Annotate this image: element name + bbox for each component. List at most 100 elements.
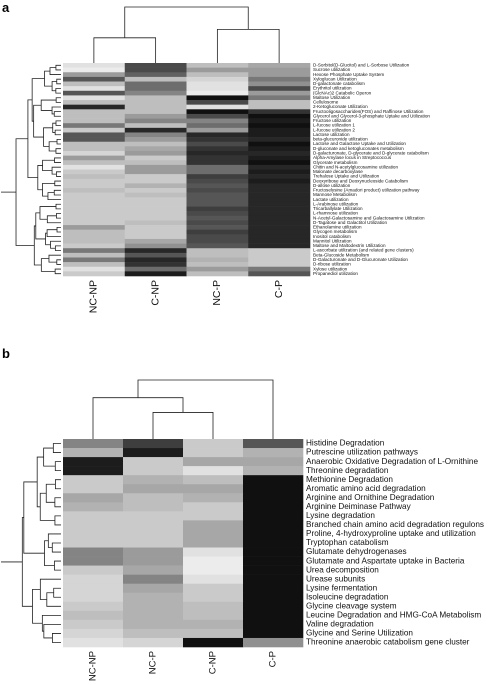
- heat-cell-b-r8-c3: [243, 511, 304, 521]
- heat-cell-a-r26-c0: [63, 183, 126, 189]
- heat-cell-a-r13-c2: [186, 123, 249, 129]
- heat-cell-b-r7-c2: [183, 502, 244, 512]
- heat-cell-a-r11-c1: [124, 113, 187, 119]
- heat-cell-b-r7-c1: [123, 502, 184, 512]
- row-label-a-20: Alpha-Amylase locus in Streptococcus: [313, 155, 392, 160]
- heat-cell-b-r18-c1: [123, 601, 184, 612]
- column-label-a-nc-np: NC-NP: [88, 280, 100, 313]
- row-dendrogram-link-a-13: [56, 139, 61, 145]
- heat-cell-a-r9-c1: [124, 104, 187, 110]
- heat-cell-a-r21-c2: [186, 160, 249, 166]
- heat-cell-a-r15-c2: [186, 132, 249, 138]
- heat-cell-b-r18-c3: [243, 601, 304, 612]
- heat-cell-a-r10-c3: [248, 109, 311, 115]
- row-dendrogram-link-b-8: [36, 456, 44, 508]
- heat-cell-b-r11-c2: [183, 538, 244, 548]
- row-dendrogram-link-b-9: [51, 542, 61, 553]
- column-dendrogram-link-b-2: [137, 379, 274, 439]
- row-label-a-28: Mannose Metabolism: [313, 192, 357, 197]
- heat-cell-b-r8-c2: [183, 511, 244, 521]
- heat-cell-a-r14-c1: [124, 127, 187, 133]
- row-label-b-22: Threonine anaerobic catabolism gene clus…: [306, 638, 470, 647]
- row-dendrogram-link-a-37: [45, 232, 51, 246]
- heat-cell-a-r25-c3: [248, 178, 311, 184]
- row-dendrogram-link-a-17: [33, 104, 44, 138]
- heat-cell-a-r31-c0: [63, 206, 126, 212]
- heat-cell-b-r15-c2: [183, 574, 244, 584]
- row-dendrogram-link-a-28: [27, 99, 38, 179]
- heat-cell-b-r19-c3: [243, 610, 304, 621]
- heat-cell-b-r0-c0: [63, 439, 124, 449]
- heat-cell-a-r13-c1: [124, 123, 187, 129]
- row-dendrogram-b: [1, 443, 61, 643]
- heat-cell-a-r21-c0: [63, 160, 126, 166]
- heat-cell-b-r11-c0: [63, 538, 124, 548]
- heat-cell-b-r13-c0: [63, 556, 124, 566]
- heat-cell-a-r22-c1: [124, 164, 187, 170]
- heat-cell-b-r9-c1: [123, 520, 184, 530]
- heat-cell-b-r3-c0: [63, 466, 124, 476]
- heat-cell-a-r2-c0: [63, 72, 126, 78]
- heat-cell-b-r0-c2: [183, 439, 244, 449]
- heat-cell-a-r8-c3: [248, 100, 311, 105]
- heat-cell-b-r22-c0: [63, 637, 124, 648]
- heat-cell-a-r19-c1: [124, 150, 187, 156]
- row-label-a-6: (GlcNAc)2 Catabolic Operon: [313, 90, 372, 95]
- heat-cell-b-r18-c0: [63, 601, 124, 612]
- heat-cell-a-r7-c1: [124, 95, 187, 101]
- heat-cell-b-r10-c0: [63, 529, 124, 539]
- heat-cell-b-r2-c1: [123, 457, 184, 467]
- heat-cell-a-r36-c0: [63, 229, 126, 235]
- heat-cell-a-r35-c3: [248, 225, 311, 230]
- row-dendrogram-link-b-7: [39, 492, 55, 521]
- heat-cell-a-r33-c2: [186, 215, 249, 221]
- row-dendrogram-link-a-7: [53, 111, 61, 117]
- row-label-a-31: Tricarballylate Utilization: [313, 206, 363, 211]
- heat-cell-b-r10-c3: [243, 529, 304, 539]
- heat-cell-a-r43-c1: [124, 262, 187, 268]
- heat-cell-a-r7-c2: [186, 95, 249, 101]
- heat-cell-a-r17-c1: [124, 141, 187, 147]
- heat-cell-a-r3-c0: [63, 76, 126, 82]
- heat-cell-a-r27-c3: [248, 188, 311, 193]
- heat-cell-a-r0-c1: [124, 63, 187, 68]
- heat-cell-a-r20-c3: [248, 155, 311, 161]
- heat-cell-b-r21-c0: [63, 628, 124, 639]
- heat-cell-b-r22-c1: [123, 637, 184, 648]
- column-dendrogram-a: [93, 6, 280, 63]
- heat-cell-a-r0-c2: [186, 63, 249, 68]
- heat-cell-a-r6-c2: [186, 90, 249, 96]
- row-label-a-9: 2-Ketogluconate Utilization: [313, 104, 368, 109]
- row-label-a-18: D-gluconate and ketogluconates metabolis…: [313, 146, 404, 151]
- row-dendrogram-link-a-0: [55, 64, 61, 71]
- heat-cell-a-r37-c1: [124, 234, 187, 240]
- row-dendrogram-link-b-4: [54, 497, 61, 508]
- row-label-b-0: Histidine Degradation: [306, 439, 385, 448]
- row-dendrogram-link-b-10: [47, 533, 61, 548]
- column-dendrogram-link-a-1: [216, 29, 280, 63]
- heat-cell-a-r35-c1: [124, 225, 187, 230]
- heat-cell-b-r6-c1: [123, 493, 184, 503]
- heat-cell-a-r45-c3: [248, 271, 311, 277]
- heat-cell-a-r36-c2: [186, 229, 249, 235]
- heat-cell-a-r14-c3: [248, 127, 311, 133]
- heat-cell-a-r28-c3: [248, 192, 311, 198]
- row-label-a-32: L-rhamnose utilization: [313, 211, 358, 216]
- heat-cell-a-r16-c3: [248, 137, 311, 143]
- row-dendrogram-link-a-44: [15, 138, 35, 246]
- row-label-a-23: Malonate decarboxylase: [313, 169, 363, 174]
- row-label-a-0: D-Sorbitol(D-Glucitol) and L-Sorbose Uti…: [313, 63, 410, 68]
- column-label-b-nc-p: NC-P: [148, 651, 159, 674]
- heat-cell-b-r14-c1: [123, 565, 184, 575]
- row-dendrogram-link-a-36: [50, 240, 61, 249]
- heat-cell-a-r41-c1: [124, 252, 187, 258]
- heat-cell-b-r11-c3: [243, 538, 304, 548]
- heat-cell-b-r16-c2: [183, 583, 244, 594]
- heat-cell-a-r41-c3: [248, 252, 311, 258]
- column-dendrogram-link-a-0: [93, 37, 157, 63]
- heat-cell-b-r4-c1: [123, 475, 184, 485]
- row-label-b-6: Arginine and Ornithine Degradation: [306, 493, 435, 502]
- row-dendrogram-link-a-31: [46, 215, 61, 224]
- heat-cell-a-r18-c1: [124, 146, 187, 152]
- heat-cell-a-r38-c0: [63, 238, 126, 244]
